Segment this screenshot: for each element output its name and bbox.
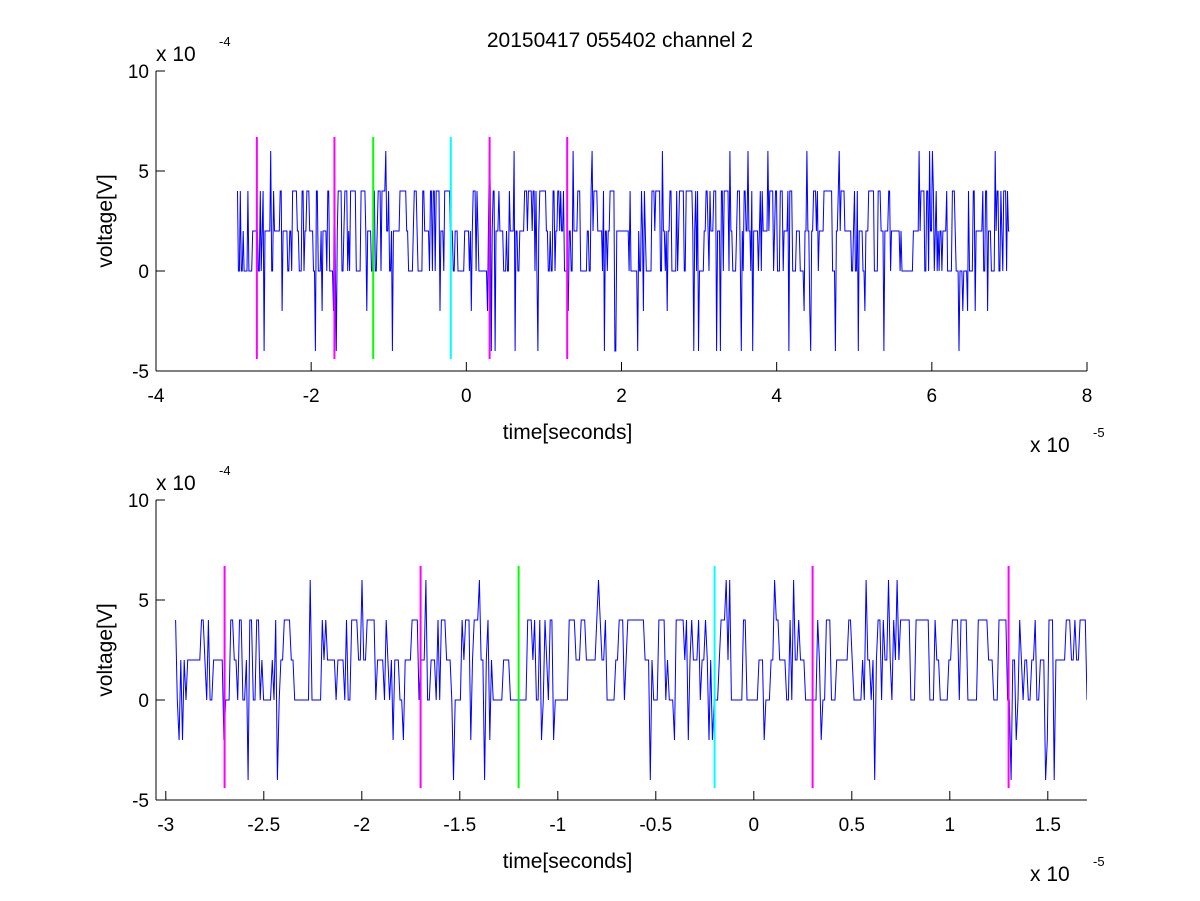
x-tick-label: 4 <box>771 386 782 407</box>
axes-zoom: -3 -2.5 -2 -1.5 -1 -0.5 0 0.5 1 1.5 -5 0 5 10 time[sec… <box>94 463 1105 886</box>
x-tick-label: 0 <box>461 386 472 407</box>
y-multiplier-exponent: -4 <box>219 34 231 49</box>
y-tick-label: 0 <box>138 691 149 712</box>
x-tick-label: -1 <box>549 815 566 836</box>
x-tick-label: 8 <box>1082 386 1093 407</box>
x-tick-label: -2.5 <box>247 815 280 836</box>
y-axis-label: voltage[V] <box>94 603 117 696</box>
y-tick-label: -5 <box>132 791 149 812</box>
signal-trace <box>237 150 1010 352</box>
y-tick-label: 5 <box>138 591 149 612</box>
x-tick-label: -3 <box>157 815 174 836</box>
x-tick-label: 0 <box>749 815 760 836</box>
axes-overview: -4 -2 0 2 4 6 8 -5 0 5 10 time[seconds] voltage[V] x … <box>94 34 1105 457</box>
y-multiplier: x 10 <box>156 43 196 66</box>
y-tick-label: 10 <box>128 62 149 83</box>
x-tick-label: 1.5 <box>1035 815 1061 836</box>
x-tick-label: 6 <box>927 386 938 407</box>
x-axis-label: time[seconds] <box>503 421 633 444</box>
x-tick-label: 0.5 <box>839 815 865 836</box>
x-axis-label: time[seconds] <box>503 850 633 873</box>
y-multiplier: x 10 <box>156 472 196 495</box>
x-multiplier-exponent: -5 <box>1093 854 1105 869</box>
x-tick-label: 1 <box>945 815 956 836</box>
signal-trace <box>175 579 1087 781</box>
x-tick-label: -2 <box>303 386 320 407</box>
x-tick-label: -2 <box>353 815 370 836</box>
x-multiplier-exponent: -5 <box>1093 425 1105 440</box>
y-tick-label: 0 <box>138 262 149 283</box>
x-multiplier: x 10 <box>1030 434 1070 457</box>
figure-title: 20150417 055402 channel 2 <box>487 29 753 52</box>
x-tick-label: 2 <box>616 386 627 407</box>
y-tick-label: 10 <box>128 491 149 512</box>
x-tick-label: -0.5 <box>639 815 672 836</box>
x-tick-label: -4 <box>148 386 165 407</box>
y-axis-label: voltage[V] <box>94 174 117 267</box>
y-tick-label: 5 <box>138 162 149 183</box>
x-tick-label: -1.5 <box>443 815 476 836</box>
y-multiplier-exponent: -4 <box>219 463 231 478</box>
y-tick-label: -5 <box>132 362 149 383</box>
x-multiplier: x 10 <box>1030 863 1070 886</box>
